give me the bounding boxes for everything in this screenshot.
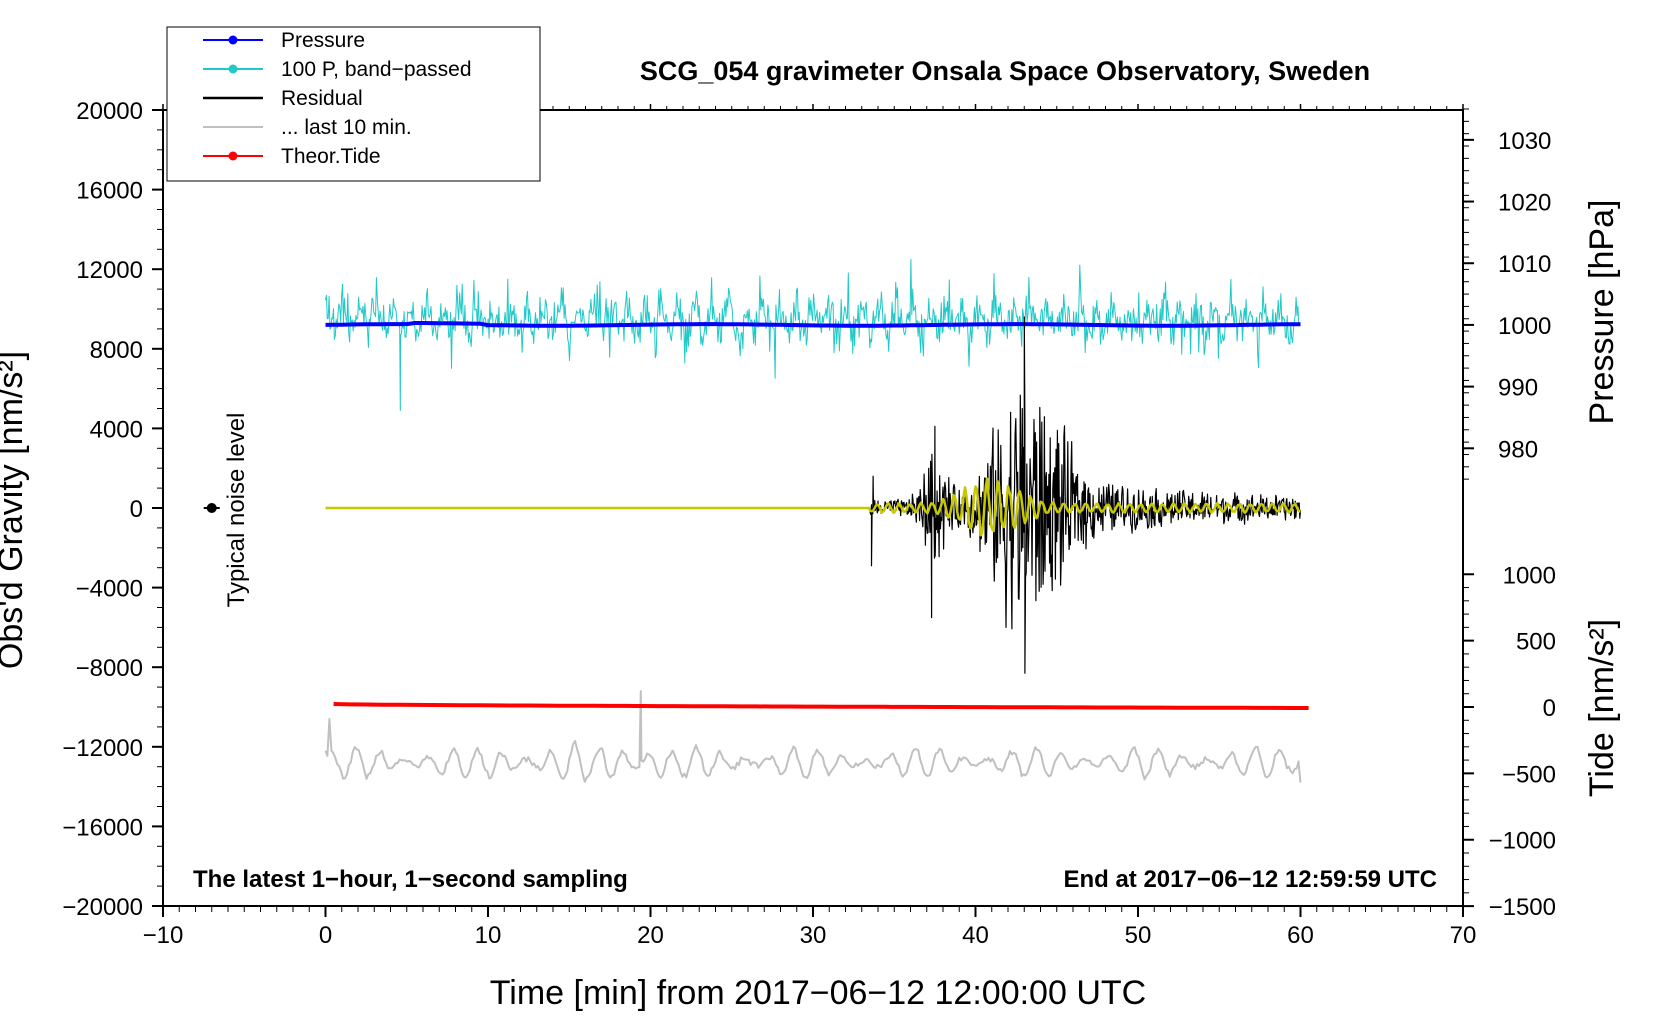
y-axis-label-tide: Tide [nm/s²]: [1583, 619, 1621, 797]
y-tick-label: −12000: [62, 735, 143, 762]
pressure-tick-label: 1010: [1498, 251, 1551, 278]
chart-title: SCG_054 gravimeter Onsala Space Observat…: [640, 56, 1370, 86]
tide-tick-label: −1000: [1489, 828, 1556, 855]
x-axis-label: Time [min] from 2017−06−12 12:00:00 UTC: [490, 974, 1146, 1012]
legend-label: Theor.Tide: [281, 145, 381, 168]
y-tick-label: 8000: [90, 337, 143, 364]
y-tick-label: 16000: [76, 178, 143, 205]
tide-tick-label: 500: [1516, 629, 1556, 656]
y-axis-label-pressure: Pressure [hPa]: [1583, 200, 1621, 425]
series-tide-line: [333, 702, 1309, 710]
x-tick-label: 50: [1125, 922, 1152, 949]
x-tick-label: 60: [1287, 922, 1314, 949]
y-tick-label: −4000: [76, 576, 143, 603]
pressure-tick-label: 1030: [1498, 128, 1551, 155]
series-layer: [203, 258, 1309, 783]
legend-swatch-marker: [228, 151, 238, 161]
annotation-sampling: The latest 1−hour, 1−second sampling: [193, 866, 628, 893]
y-tick-label: −16000: [62, 814, 143, 841]
tide-tick-label: 1000: [1503, 562, 1556, 589]
legend-label: 100 P, band−passed: [281, 58, 472, 81]
tide-tick-label: 0: [1543, 695, 1556, 722]
x-tick-label: 0: [319, 922, 332, 949]
x-tick-label: 10: [475, 922, 502, 949]
y-tick-label: 20000: [76, 98, 143, 125]
annotation-noise-level: Typical noise level: [223, 413, 250, 608]
legend-label: Pressure: [281, 29, 365, 52]
legend: Pressure 100 P, band−passed Residual ... la…: [166, 26, 541, 182]
series-bandpassed-pressure-line: [325, 258, 1301, 411]
x-tick-label: 20: [637, 922, 664, 949]
x-tick-label: 70: [1450, 922, 1477, 949]
tide-tick-label: −1500: [1489, 894, 1556, 921]
series-residual-filtered-line: [325, 477, 1301, 537]
legend-swatch-marker: [228, 35, 238, 45]
ticks-layer: −10 0 10 20 30 40 50 60 702000016000120008000400…: [62, 98, 1556, 949]
legend-label: Residual: [281, 87, 363, 110]
pressure-tick-label: 990: [1498, 375, 1538, 402]
x-tick-label: 30: [800, 922, 827, 949]
annotation-end-time: End at 2017−06−12 12:59:59 UTC: [1063, 866, 1437, 893]
y-axis-label-left: Obs'd Gravity [nm/s²]: [0, 351, 30, 669]
pressure-tick-label: 980: [1498, 436, 1538, 463]
y-tick-label: −8000: [76, 655, 143, 682]
legend-label: ... last 10 min.: [281, 116, 412, 139]
y-tick-label: 0: [130, 496, 143, 523]
pressure-tick-label: 1020: [1498, 190, 1551, 217]
series-pressure-line: [325, 321, 1301, 328]
y-tick-label: −20000: [62, 894, 143, 921]
pressure-tick-label: 1000: [1498, 313, 1551, 340]
legend-swatch-marker: [228, 64, 238, 74]
labels-layer: SCG_054 gravimeter Onsala Space Observat…: [0, 56, 1621, 1012]
x-tick-label: −10: [143, 922, 184, 949]
x-tick-label: 40: [962, 922, 989, 949]
y-tick-label: 4000: [90, 416, 143, 443]
series-last-10-min-line: [324, 690, 1302, 783]
y-tick-label: 12000: [76, 257, 143, 284]
tide-tick-label: −500: [1502, 761, 1556, 788]
